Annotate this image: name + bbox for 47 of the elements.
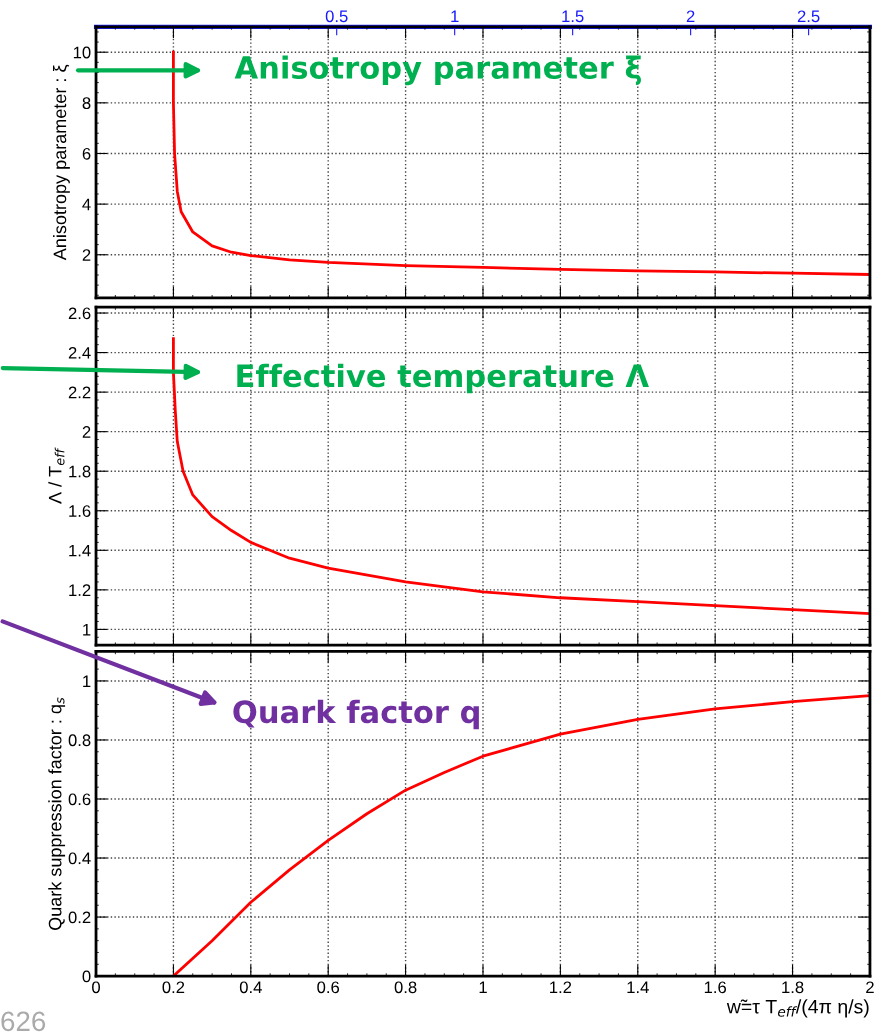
y-tick-label: 8 xyxy=(82,97,91,110)
x2-tick-label: 0.5 xyxy=(325,10,348,23)
y-tick-label: 4 xyxy=(82,198,91,211)
y-tick-label: 1.8 xyxy=(69,465,91,478)
y-tick-label: 2.4 xyxy=(68,346,91,359)
x-tick-label: 1.4 xyxy=(627,981,649,994)
y-tick-label: 1.2 xyxy=(69,584,91,596)
y-tick-label: 2 xyxy=(82,426,91,438)
x-tick-label: 1.2 xyxy=(550,981,572,994)
annotation: Anisotropy parameter ξ xyxy=(234,55,641,86)
line-series xyxy=(172,337,870,615)
x-tick-label: 1.8 xyxy=(782,981,804,994)
y-axis-title: Λ / T$_{eff}$ xyxy=(48,447,65,504)
x-tick-label: 0.6 xyxy=(317,981,340,994)
line-series xyxy=(172,694,870,977)
y-tick-label: 0 xyxy=(82,970,91,983)
y-tick-label: 1.6 xyxy=(69,505,91,517)
y-tick-label: 10 xyxy=(73,46,91,59)
y-tick-label: 0.6 xyxy=(68,793,91,806)
y-tick-label: 1.4 xyxy=(69,544,91,557)
y-axis-title: Quark suppression factor : q$_{s}$ xyxy=(48,697,66,930)
y-tick-label: 1 xyxy=(83,675,91,687)
x-tick-label: 2 xyxy=(866,981,874,994)
x-tick-label: 1 xyxy=(479,981,487,994)
x2-tick-label: 1 xyxy=(451,10,459,23)
y-tick-label: 6 xyxy=(82,147,91,160)
y-axis-title: Anisotropy parameter : ξ xyxy=(53,64,70,261)
x-tick-label: 0.4 xyxy=(239,981,262,994)
y-tick-label: 2 xyxy=(82,249,91,261)
x-tick-label: 0 xyxy=(92,981,101,994)
y-tick-label: 2.6 xyxy=(68,307,91,320)
x-tick-label: 1.6 xyxy=(704,981,727,994)
y-tick-label: 0.8 xyxy=(68,734,91,747)
x-tick-label: 0.8 xyxy=(394,981,417,994)
x2-tick-label: 1.5 xyxy=(562,10,584,23)
x2-tick-label: 2 xyxy=(686,10,695,23)
x-axis-title: w̃=τ T$_{eff}$/(4π η/s) xyxy=(726,999,869,1018)
x2-tick-label: 2.5 xyxy=(797,10,820,23)
x-tick-label: 0.2 xyxy=(162,981,185,994)
annotation: Quark factor q xyxy=(233,699,479,730)
y-tick-label: 0.4 xyxy=(68,852,91,865)
line-series xyxy=(172,50,870,276)
y-tick-label: 2.2 xyxy=(68,386,91,399)
y-tick-label: 0.2 xyxy=(68,911,91,924)
y-tick-label: 1 xyxy=(83,623,91,636)
annotation: Effective temperature Λ xyxy=(237,363,649,394)
text: 626 xyxy=(1,1011,46,1032)
